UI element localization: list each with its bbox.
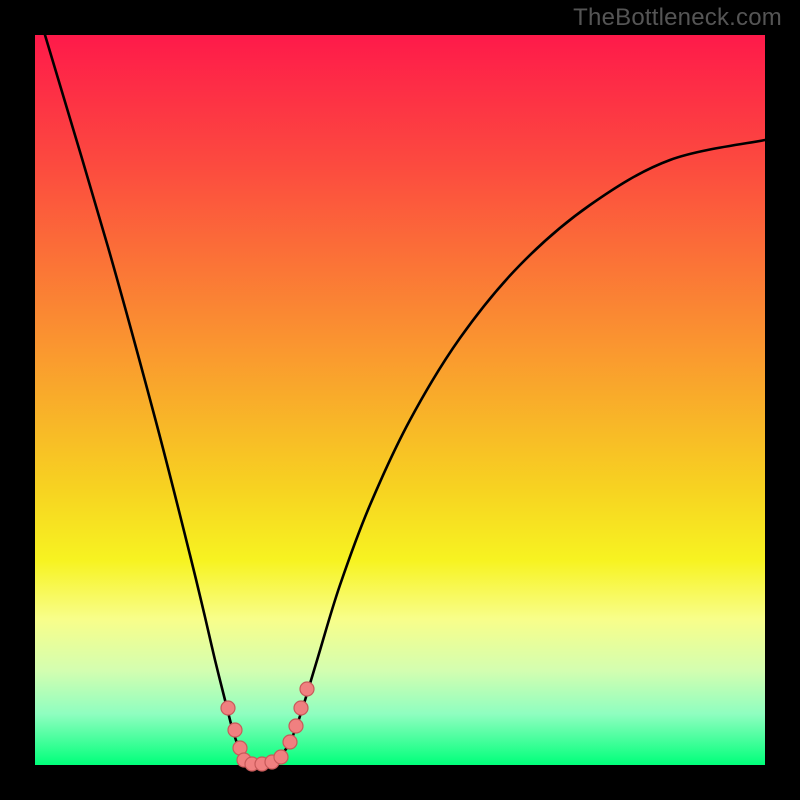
data-marker [283,735,297,749]
data-marker [300,682,314,696]
data-marker [228,723,242,737]
data-marker [274,750,288,764]
data-marker [294,701,308,715]
data-marker [289,719,303,733]
chart-frame: TheBottleneck.com [0,0,800,800]
data-marker [221,701,235,715]
watermark-text: TheBottleneck.com [573,4,782,32]
chart-svg [0,0,800,800]
plot-area [35,35,765,765]
